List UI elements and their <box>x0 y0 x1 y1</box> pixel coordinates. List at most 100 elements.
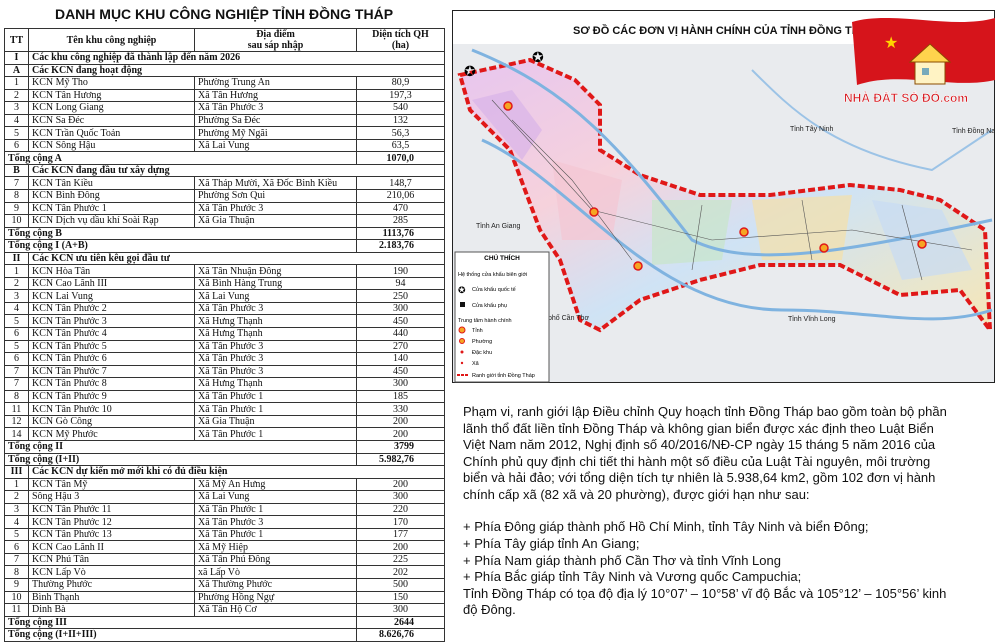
row-number: 10 <box>4 214 29 228</box>
legend-text: Xã <box>472 361 480 367</box>
park-location: Xã Tân Phú Đông <box>194 552 357 567</box>
park-location: Xã Tân Phước 3 <box>194 352 357 366</box>
section-id: I <box>4 51 29 65</box>
park-area: 300 <box>356 377 445 391</box>
park-location: Phường Mỹ Ngãi <box>194 126 357 140</box>
header-cell: Diện tích QH (ha) <box>356 28 445 52</box>
park-location: Xã Gia Thuận <box>194 214 357 228</box>
road-network <box>491 99 973 281</box>
table-row: 6 KCN Sông Hậu Xã Lai Vung 63,5 <box>4 138 445 153</box>
park-location: Xã Hưng Thạnh <box>194 327 357 341</box>
logo-house <box>914 61 946 85</box>
row-number: 3 <box>4 101 29 115</box>
park-name: KCN Tân Phước 1 <box>28 201 195 216</box>
legend-text: Phường <box>472 339 492 345</box>
table-row: 8 KCN Bình Đông Phường Sơn Qui 210,06 <box>4 189 445 203</box>
river <box>481 138 993 321</box>
table-row: Tổng cộng (I+II+III) 8.626,76 <box>4 628 445 642</box>
park-area: 190 <box>356 264 445 278</box>
table-row: I Các khu công nghiệp đã thành lập đến nă… <box>4 51 445 65</box>
park-location: Xã Tân Phước 3 <box>194 301 357 316</box>
park-location: Xã Tân Phước 1 <box>194 502 357 517</box>
total-label: Tổng cộng (I+II+III) <box>4 628 357 642</box>
table-row: Tổng cộng (I+II) 5.982,76 <box>4 452 445 467</box>
industrial-park-table: TT Tên khu công nghiệp Địa điểm sau sáp nhậ… <box>4 28 445 642</box>
park-name: KCN Tân Phước 10 <box>28 402 195 416</box>
park-location: Xã Tân Phước 3 <box>194 201 357 216</box>
total-area: 5.982,76 <box>356 452 445 467</box>
table-row: II Các KCN ưu tiên kêu gọi đầu tư <box>4 251 445 266</box>
park-location: Xã Tân Phước 3 <box>194 339 357 354</box>
section-id: B <box>4 163 29 178</box>
park-name: KCN Lai Vung <box>28 289 195 303</box>
region <box>752 195 852 260</box>
table-row: 11 KCN Tân Phước 10 Xã Tân Phước 1 330 <box>4 402 445 416</box>
table-row: 7 KCN Tân Phước 7 Xã Tân Phước 3 450 <box>4 364 445 379</box>
legend-text: Tỉnh <box>472 327 483 334</box>
row-number: 5 <box>4 527 29 542</box>
section-name: Các KCN dự kiến mở mới khi có đủ điều ki… <box>28 465 445 479</box>
table-row: 4 KCN Tân Phước 12 Xã Tân Phước 3 170 <box>4 515 445 529</box>
header-text: TT <box>9 34 24 46</box>
total-label: Tổng cộng III <box>4 615 357 630</box>
legend-text: Ranh giới tỉnh Đồng Tháp <box>472 372 535 379</box>
row-number: 7 <box>4 552 29 567</box>
park-area: 300 <box>356 603 445 617</box>
text-line: + Phía Tây giáp tỉnh An Giang; <box>463 535 640 551</box>
row-number: 8 <box>4 565 29 579</box>
table-row: 5 KCN Trần Quốc Toản Phường Mỹ Ngãi 56,3 <box>4 126 445 140</box>
total-label: Tổng cộng (I+II) <box>4 452 357 467</box>
table-title: DANH MỤC KHU CÔNG NGHIỆP TỈNH ĐỒNG THÁP <box>54 6 394 22</box>
park-location: Xã Hưng Thạnh <box>194 314 357 329</box>
park-location: Xã Bình Hàng Trung <box>194 276 357 291</box>
park-name: KCN Hòa Tân <box>28 264 195 278</box>
table-row: 1 KCN Hòa Tân Xã Tân Nhuận Đông 190 <box>4 264 445 278</box>
park-location: Xã Mỹ Hiệp <box>194 540 357 554</box>
map-title: SƠ ĐỒ CÁC ĐƠN VỊ HÀNH CHÍNH CỦA TỈNH ĐỒN… <box>573 24 875 37</box>
river <box>751 69 993 172</box>
total-label: Tổng cộng I (A+B) <box>4 239 357 253</box>
row-number: 7 <box>4 176 29 190</box>
table-row: 2 KCN Tân Hương Xã Tân Hương 197,3 <box>4 88 445 103</box>
park-name: KCN Tân Phước 2 <box>28 301 195 316</box>
park-area: 177 <box>356 527 445 542</box>
row-number: 6 <box>4 352 29 366</box>
table-row: 3 KCN Lai Vung Xã Lai Vung 250 <box>4 289 445 303</box>
header-text: (ha) <box>391 40 410 51</box>
row-number: 2 <box>4 88 29 103</box>
row-number: 5 <box>4 126 29 140</box>
total-area: 2.183,76 <box>356 239 445 253</box>
map-label: Tỉnh Tây Ninh <box>790 125 834 133</box>
park-area: 197,3 <box>356 88 445 103</box>
park-area: 185 <box>356 389 445 404</box>
text-line: Việt Nam năm 2012, Nghị định số 40/2016/… <box>463 437 936 453</box>
row-number: 14 <box>4 427 29 441</box>
river <box>471 48 993 257</box>
table-row: 10 KCN Dịch vụ dầu khí Soài Rạp Xã Gia Thu… <box>4 214 445 228</box>
table-row: Tổng cộng I (A+B) 2.183,76 <box>4 239 445 253</box>
region <box>472 90 542 160</box>
park-location: Xã Gia Thuận <box>194 414 357 429</box>
park-name: KCN Tân Kiều <box>28 176 195 190</box>
table-row: 11 Dinh Bà Xã Tân Hộ Cơ 300 <box>4 603 445 617</box>
park-area: 132 <box>356 113 445 128</box>
park-name: KCN Tân Phước 6 <box>28 352 195 366</box>
row-number: 1 <box>4 477 29 492</box>
table-row: 1 KCN Mỹ Tho Phường Trung An 80,9 <box>4 76 445 90</box>
park-name: KCN Phú Tân <box>28 552 195 567</box>
park-location: Xã Tân Phước 1 <box>194 389 357 404</box>
border-gate-icon: ✪ <box>532 49 544 65</box>
park-area: 225 <box>356 552 445 567</box>
legend-icon: ✪ <box>458 285 466 295</box>
text-line: biển và hải đảo; với tổng diện tích tự n… <box>463 470 936 486</box>
header-text: Tên khu công nghiệp <box>66 34 157 46</box>
row-number: 9 <box>4 577 29 592</box>
row-number: 11 <box>4 603 29 617</box>
park-location: Xã Mỹ An Hưng <box>194 477 357 492</box>
total-area: 3799 <box>356 439 445 454</box>
park-location: Xã Lai Vung <box>194 138 357 153</box>
park-location: Xã Tân Phước 1 <box>194 427 357 441</box>
park-area: 300 <box>356 490 445 504</box>
admin-centers <box>503 101 927 271</box>
park-area: 140 <box>356 352 445 366</box>
